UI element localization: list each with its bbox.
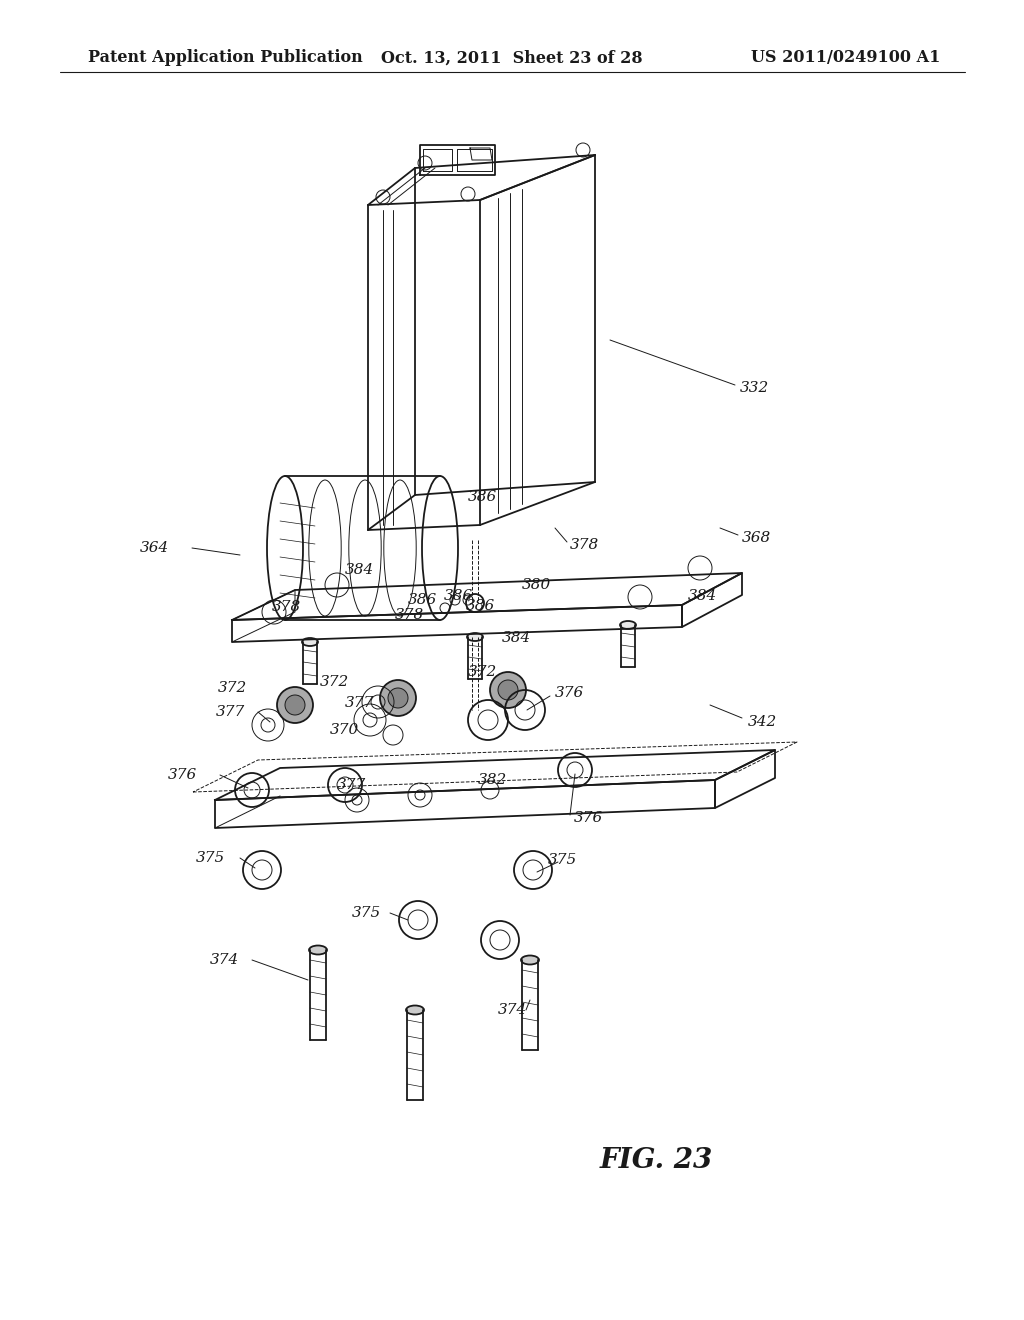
Ellipse shape	[309, 945, 327, 954]
Text: 378: 378	[395, 609, 424, 622]
Text: FIG. 23: FIG. 23	[599, 1147, 713, 1173]
Text: 372: 372	[468, 665, 498, 678]
Text: 377: 377	[337, 777, 367, 792]
Text: 376: 376	[555, 686, 585, 700]
Text: 377: 377	[345, 696, 374, 710]
Text: 378: 378	[570, 539, 599, 552]
Text: 384: 384	[345, 564, 374, 577]
Text: 372: 372	[319, 675, 349, 689]
Text: 384: 384	[502, 631, 531, 645]
Text: 342: 342	[748, 715, 777, 729]
Text: 375: 375	[352, 906, 381, 920]
Text: 386: 386	[408, 593, 437, 607]
Ellipse shape	[521, 956, 539, 965]
Text: 375: 375	[196, 851, 225, 865]
Text: 374: 374	[498, 1003, 527, 1016]
Text: 382: 382	[478, 774, 507, 787]
Text: 376: 376	[574, 810, 603, 825]
Circle shape	[388, 688, 408, 708]
Circle shape	[498, 680, 518, 700]
Text: 368: 368	[742, 531, 771, 545]
Text: 378: 378	[272, 601, 301, 614]
Text: 332: 332	[740, 381, 769, 395]
Text: 386: 386	[468, 490, 498, 504]
Circle shape	[285, 696, 305, 715]
Text: 374: 374	[210, 953, 240, 968]
Ellipse shape	[302, 638, 318, 645]
Circle shape	[490, 672, 526, 708]
Ellipse shape	[406, 1006, 424, 1015]
Circle shape	[278, 686, 313, 723]
Text: 370: 370	[330, 723, 359, 737]
Text: 375: 375	[548, 853, 578, 867]
Text: 386: 386	[444, 589, 473, 603]
Text: 384: 384	[688, 589, 717, 603]
Circle shape	[380, 680, 416, 715]
Text: 372: 372	[218, 681, 247, 696]
Ellipse shape	[467, 634, 483, 642]
Text: Patent Application Publication: Patent Application Publication	[88, 49, 362, 66]
Text: 377: 377	[216, 705, 246, 719]
Text: 386: 386	[466, 599, 496, 612]
Text: 364: 364	[140, 541, 169, 554]
Text: Oct. 13, 2011  Sheet 23 of 28: Oct. 13, 2011 Sheet 23 of 28	[381, 49, 643, 66]
Text: US 2011/0249100 A1: US 2011/0249100 A1	[751, 49, 940, 66]
Text: 380: 380	[522, 578, 551, 591]
Text: 376: 376	[168, 768, 198, 781]
Ellipse shape	[620, 620, 636, 630]
